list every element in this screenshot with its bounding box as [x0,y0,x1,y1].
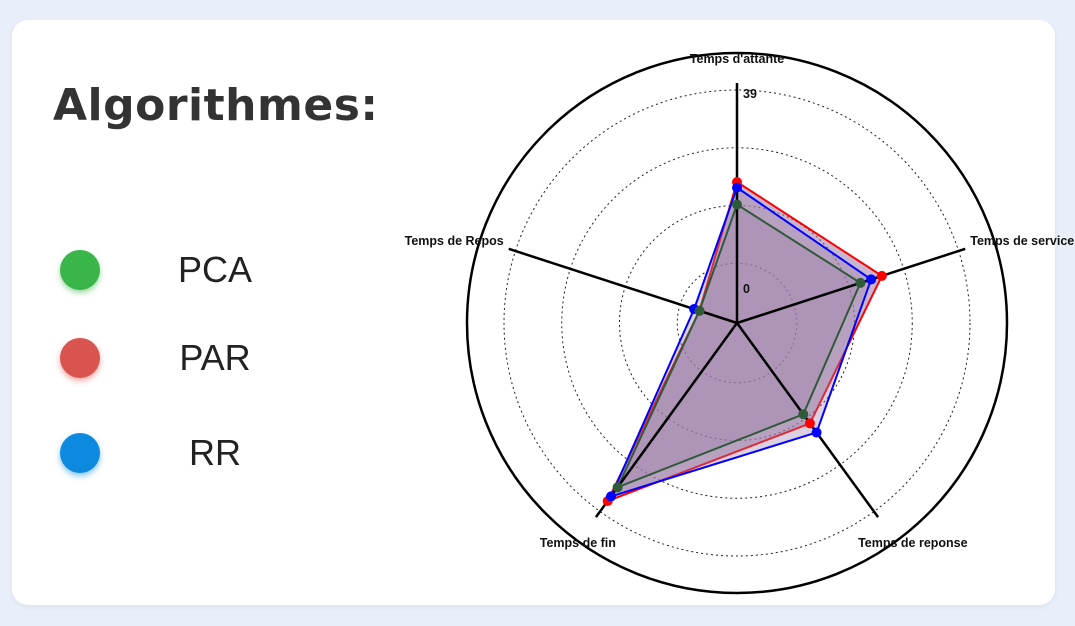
legend-title: Algorithmes: [53,80,379,131]
axis-spoke [736,247,966,325]
legend-label-pca: PCA [177,249,253,290]
axis-label: Temps de Repos [405,234,504,248]
data-point-pca [732,199,742,210]
data-point-pca [694,305,705,316]
legend-item-pca: PCA [60,245,300,295]
data-point-pca [798,409,809,420]
data-point-rr [606,491,617,502]
legend-dot-rr [60,433,100,473]
series-area-pca [615,202,862,490]
data-point-pca [612,482,623,493]
tick-label-min: 0 [743,282,750,296]
axis-label: Temps d'attante [690,52,784,66]
legend-label-par: PAR [179,337,251,378]
data-point-rr [811,427,822,438]
data-point-par [804,418,815,429]
data-point-par [876,270,887,281]
legend-item-par: PAR [60,333,300,383]
axis-label: Temps de service [970,234,1074,248]
legend-dot-pca [60,250,100,290]
data-point-pca [855,277,866,288]
grid-ring [503,89,971,557]
data-point-rr [866,274,877,285]
legend-item-rr: RR [60,428,300,478]
card [12,20,1055,605]
tick-label-max: 39 [743,87,757,101]
axis-label: Temps de reponse [858,536,968,550]
legend-dot-par [60,338,100,378]
series-area-par [605,180,884,503]
data-point-rr [732,182,742,193]
outer-ring [465,51,1009,595]
legend-label-rr: RR [189,432,241,473]
axis-label: Temps de fin [540,536,616,550]
